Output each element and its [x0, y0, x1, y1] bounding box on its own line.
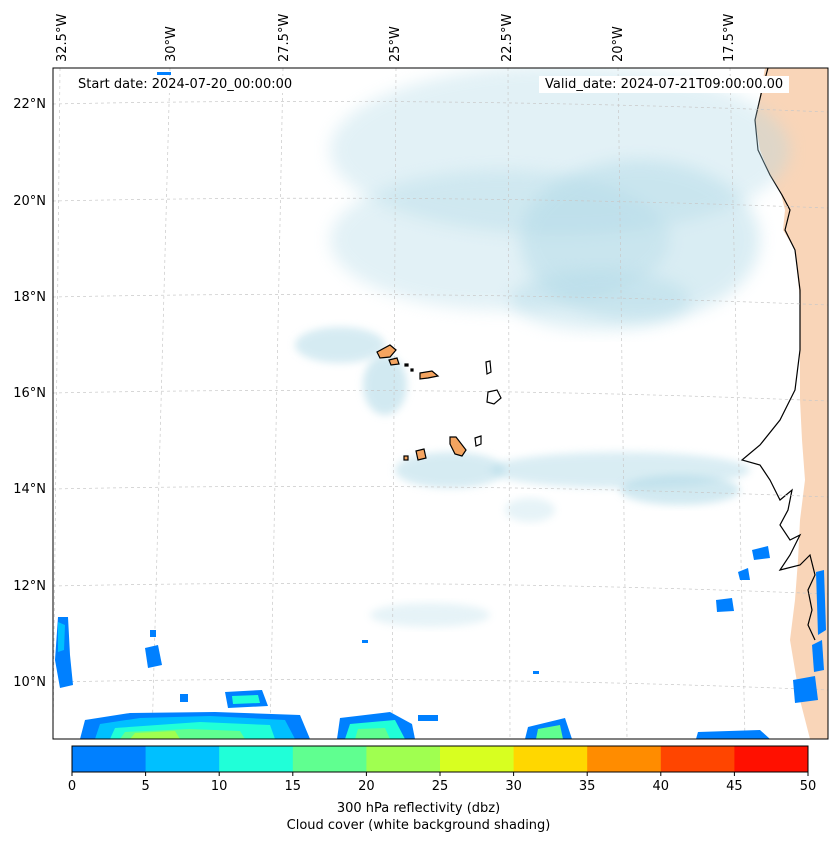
- reflectivity-cell: [812, 640, 824, 672]
- reflectivity-cell: [145, 645, 162, 668]
- lat-label: 18°N: [13, 290, 46, 305]
- reflectivity-cell: [696, 730, 770, 739]
- colorbar-segment: [660, 746, 735, 772]
- reflectivity-cell: [58, 622, 65, 652]
- reflectivity-cell: [232, 695, 260, 704]
- reflectivity-cell: [752, 546, 770, 560]
- reflectivity-cell: [738, 568, 750, 580]
- colorbar-tick-label: 45: [726, 779, 743, 794]
- reflectivity-cell: [793, 676, 818, 703]
- colorbar-tick-label: 0: [67, 779, 77, 794]
- colorbar-sublabel: Cloud cover (white background shading): [286, 818, 551, 833]
- colorbar-tick-label: 5: [141, 779, 150, 794]
- island-raso: [410, 368, 414, 372]
- reflectivity-cell: [716, 598, 734, 612]
- valid-date-label: Valid_date: 2024-07-21T09:00:00.00: [539, 76, 790, 93]
- colorbar-segment: [440, 746, 515, 772]
- island-maio: [474, 435, 482, 447]
- colorbar-segment: [734, 746, 809, 772]
- reflectivity-cell: [418, 715, 438, 721]
- island-fogo: [415, 448, 427, 461]
- island-brava: [403, 455, 409, 461]
- cloud-cover-layer: [295, 68, 790, 627]
- colorbar-tick-label: 15: [284, 779, 302, 794]
- reflectivity-cell: [355, 728, 390, 739]
- reflectivity-layer: [55, 72, 826, 739]
- lat-label: 14°N: [13, 482, 46, 497]
- reflectivity-cell: [130, 731, 180, 739]
- lon-label: 17.5°W: [722, 13, 737, 62]
- reflectivity-cell: [157, 72, 171, 75]
- island-santo-antao: [376, 344, 397, 359]
- colorbar-ticks: [71, 772, 809, 776]
- colorbar-segment: [513, 746, 588, 772]
- lon-label: 20°W: [611, 26, 626, 62]
- colorbar-segment: [219, 746, 294, 772]
- colorbar-segment: [72, 746, 147, 772]
- colorbar-tick-label: 35: [578, 779, 596, 794]
- island-boa-vista: [486, 389, 502, 405]
- cape-verde-islands: [376, 344, 502, 461]
- africa-coastline: [740, 68, 816, 641]
- lat-label: 12°N: [13, 579, 46, 594]
- lat-label: 20°N: [13, 194, 46, 209]
- colorbar-tick-label: 40: [652, 779, 670, 794]
- colorbar-segment: [292, 746, 367, 772]
- colorbar-segment: [366, 746, 441, 772]
- island-santa-luzia: [404, 363, 409, 367]
- lon-label: 25°W: [388, 26, 403, 62]
- lon-label: 22.5°W: [500, 13, 515, 62]
- reflectivity-cell: [536, 725, 563, 739]
- island-sao-vicente: [388, 357, 400, 366]
- colorbar-label: 300 hPa reflectivity (dbz): [336, 801, 501, 816]
- graticule: [53, 68, 828, 739]
- colorbar-tick-label: 30: [505, 779, 522, 794]
- colorbar-segment: [587, 746, 662, 772]
- island-santiago: [449, 436, 467, 457]
- reflectivity-cell: [816, 570, 826, 635]
- colorbar-segment: [145, 746, 220, 772]
- island-sao-nicolau: [419, 370, 440, 380]
- map-frame: [52, 67, 829, 740]
- lon-label: 30°W: [164, 26, 179, 62]
- lon-label: 32.5°W: [55, 13, 70, 62]
- colorbar: [71, 745, 809, 773]
- lat-label: 10°N: [13, 675, 46, 690]
- africa-landmass: [755, 68, 828, 739]
- colorbar-tick-label: 25: [431, 779, 449, 794]
- lat-label: 16°N: [13, 386, 46, 401]
- start-date-label: Start date: 2024-07-20_00:00:00: [72, 76, 299, 93]
- lon-label: 27.5°W: [277, 13, 292, 62]
- colorbar-tick-label: 20: [358, 779, 375, 794]
- island-sal: [485, 360, 492, 375]
- reflectivity-cell: [180, 694, 188, 702]
- colorbar-tick-label: 10: [210, 779, 228, 794]
- reflectivity-cell: [362, 640, 368, 643]
- lat-label: 22°N: [13, 97, 46, 112]
- reflectivity-cell: [533, 671, 539, 674]
- colorbar-tick-label: 50: [799, 779, 817, 794]
- reflectivity-cell: [150, 630, 156, 637]
